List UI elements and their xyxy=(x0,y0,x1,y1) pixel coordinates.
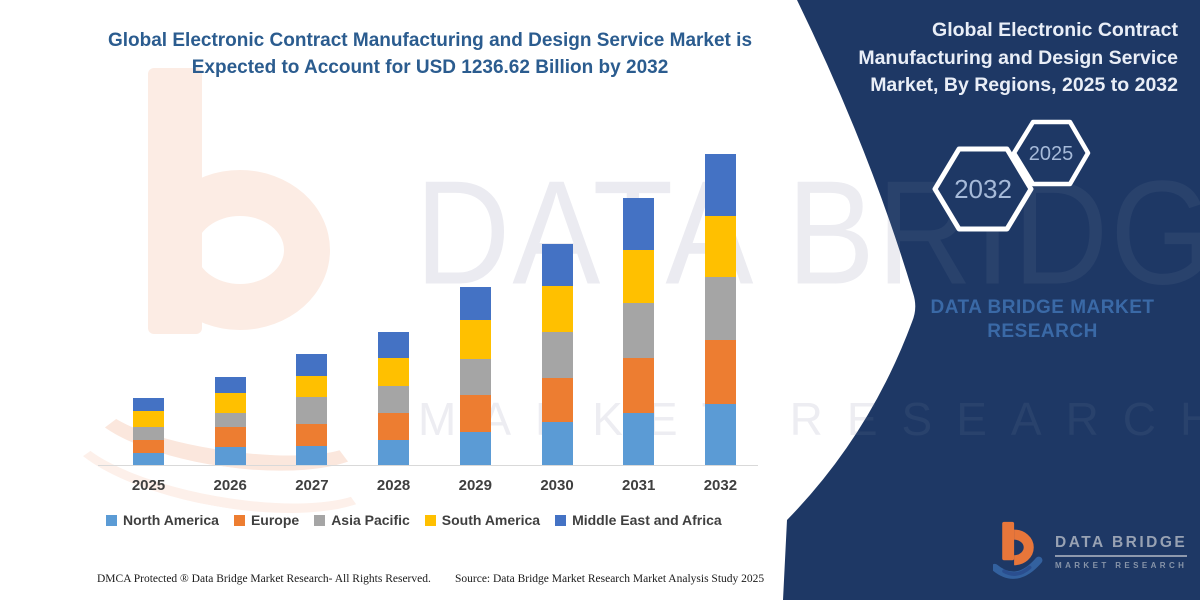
year-hexagons: 2032 2025 xyxy=(932,119,1091,232)
bar-segment-2029-asia-pacific xyxy=(459,359,491,395)
bar-segment-2028-europe xyxy=(378,412,410,441)
bar-segment-2030-north-america xyxy=(541,421,573,465)
bar-segment-2026-asia-pacific xyxy=(214,412,246,428)
bar-2031 xyxy=(623,198,655,465)
bar-2028 xyxy=(378,331,410,465)
bar-segment-2027-north-america xyxy=(296,445,328,465)
x-axis-label-2031: 2031 xyxy=(622,477,656,494)
bar-2030 xyxy=(541,243,573,465)
bar-segment-2029-south-america xyxy=(459,319,491,360)
legend-label: Asia Pacific xyxy=(331,512,410,528)
bar-segment-2026-europe xyxy=(214,427,246,447)
bar-chart-plot-area xyxy=(133,154,736,465)
panel-brand-line1: DATA BRIDGE MARKET xyxy=(930,297,1155,318)
bar-segment-2028-south-america xyxy=(378,358,410,387)
bar-segment-2030-europe xyxy=(541,377,573,422)
x-axis-labels: 2025 2026 2027 2028 2029 2030 2031 2032 xyxy=(0,477,760,499)
footer-source: Source: Data Bridge Market Research Mark… xyxy=(455,573,765,585)
legend-item-south-america: South America xyxy=(424,512,541,528)
legend-marker-icon xyxy=(424,514,436,526)
legend-marker-icon xyxy=(314,514,326,526)
bar-segment-2030-asia-pacific xyxy=(541,331,573,378)
x-axis-label-2026: 2026 xyxy=(213,477,247,494)
bar-segment-2027-middle-east-and-africa xyxy=(296,354,328,376)
legend-item-middle-east-and-africa: Middle East and Africa xyxy=(555,512,722,528)
bar-segment-2025-middle-east-and-africa xyxy=(133,398,164,412)
company-logo: DATA BRIDGE MARKET RESEARCH xyxy=(993,520,1188,584)
x-axis-label-2030: 2030 xyxy=(540,477,574,494)
chart-title-line1: Global Electronic Contract Manufacturing… xyxy=(107,30,753,51)
legend-label: South America xyxy=(441,512,541,528)
chart-legend: North America Europe Asia Pacific South Ame… xyxy=(106,512,722,528)
chart-title-line2: Expected to Account for USD 1236.62 Bill… xyxy=(191,57,669,78)
bar-2032 xyxy=(704,154,736,465)
bar-2026 xyxy=(214,377,246,465)
bar-2029 xyxy=(459,286,491,465)
bar-segment-2025-asia-pacific xyxy=(133,426,164,440)
bar-segment-2027-south-america xyxy=(296,375,328,398)
right-panel-background xyxy=(783,0,1200,600)
company-logo-text: DATA BRIDGE MARKET RESEARCH xyxy=(1055,534,1188,570)
bar-segment-2031-europe xyxy=(623,358,655,413)
footer-copyright: DMCA Protected ® Data Bridge Market Rese… xyxy=(97,573,431,585)
bar-segment-2031-north-america xyxy=(623,412,655,465)
legend-marker-icon xyxy=(106,514,117,526)
bar-segment-2029-middle-east-and-africa xyxy=(459,286,491,320)
bar-segment-2025-europe xyxy=(133,439,164,453)
bar-segment-2030-middle-east-and-africa xyxy=(541,243,573,286)
hexagon-2032-label: 2032 xyxy=(954,174,1012,204)
bar-segment-2026-middle-east-and-africa xyxy=(214,377,246,394)
x-axis-label-2028: 2028 xyxy=(376,477,411,494)
bar-segment-2032-asia-pacific xyxy=(704,277,736,341)
legend-item-north-america: North America xyxy=(106,512,219,528)
bar-2025 xyxy=(133,398,164,465)
panel-title-line2: Manufacturing and Design Service xyxy=(858,46,1178,69)
bar-segment-2031-south-america xyxy=(623,250,655,304)
bar-segment-2031-asia-pacific xyxy=(623,303,655,359)
bar-segment-2026-north-america xyxy=(214,446,246,465)
x-axis-label-2032: 2032 xyxy=(703,477,738,494)
company-logo-subtitle: MARKET RESEARCH xyxy=(1055,561,1188,570)
legend-marker-icon xyxy=(233,514,245,526)
panel-title-line1: Global Electronic Contract xyxy=(932,19,1178,41)
bar-segment-2030-south-america xyxy=(541,285,573,332)
bar-2027 xyxy=(296,354,328,465)
x-axis-line xyxy=(98,465,758,466)
hexagon-2025-label: 2025 xyxy=(1029,143,1074,165)
chart-title: Global Electronic Contract Manufacturing… xyxy=(95,27,765,81)
bar-segment-2028-middle-east-and-africa xyxy=(378,331,410,359)
panel-brand-text: DATA BRIDGE MARKET RESEARCH xyxy=(900,296,1185,344)
company-logo-icon xyxy=(993,521,1043,579)
panel-title-line3: Market, By Regions, 2025 to 2032 xyxy=(870,74,1178,96)
panel-title: Global Electronic Contract Manufacturing… xyxy=(820,17,1178,100)
bar-segment-2025-north-america xyxy=(133,452,164,465)
legend-label: North America xyxy=(123,512,219,528)
x-axis-label-2025: 2025 xyxy=(131,477,166,494)
bar-segment-2025-south-america xyxy=(133,411,164,427)
bar-segment-2032-south-america xyxy=(704,216,736,278)
legend-label: Europe xyxy=(250,512,300,528)
bar-segment-2028-north-america xyxy=(378,440,410,465)
bar-segment-2029-north-america xyxy=(459,432,491,465)
x-axis-label-2029: 2029 xyxy=(458,477,492,494)
legend-item-europe: Europe xyxy=(233,512,300,528)
legend-label: Middle East and Africa xyxy=(572,512,722,528)
panel-brand-line2: RESEARCH xyxy=(987,321,1098,342)
legend-item-asia-pacific: Asia Pacific xyxy=(314,512,410,528)
x-axis-label-2027: 2027 xyxy=(295,477,329,494)
bar-segment-2031-middle-east-and-africa xyxy=(623,198,655,251)
company-logo-brand: DATA BRIDGE xyxy=(1055,534,1188,557)
bar-segment-2029-europe xyxy=(459,394,491,433)
bar-segment-2032-europe xyxy=(704,340,736,405)
bar-segment-2027-europe xyxy=(296,424,328,446)
bar-segment-2028-asia-pacific xyxy=(378,386,410,413)
hexagon-2032 xyxy=(932,146,1034,232)
bar-segment-2032-middle-east-and-africa xyxy=(704,154,736,217)
bar-segment-2026-south-america xyxy=(214,393,246,413)
bar-segment-2027-asia-pacific xyxy=(296,397,328,425)
bar-segment-2032-north-america xyxy=(704,404,736,465)
hexagon-2025 xyxy=(1011,119,1091,187)
legend-marker-icon xyxy=(555,514,567,526)
